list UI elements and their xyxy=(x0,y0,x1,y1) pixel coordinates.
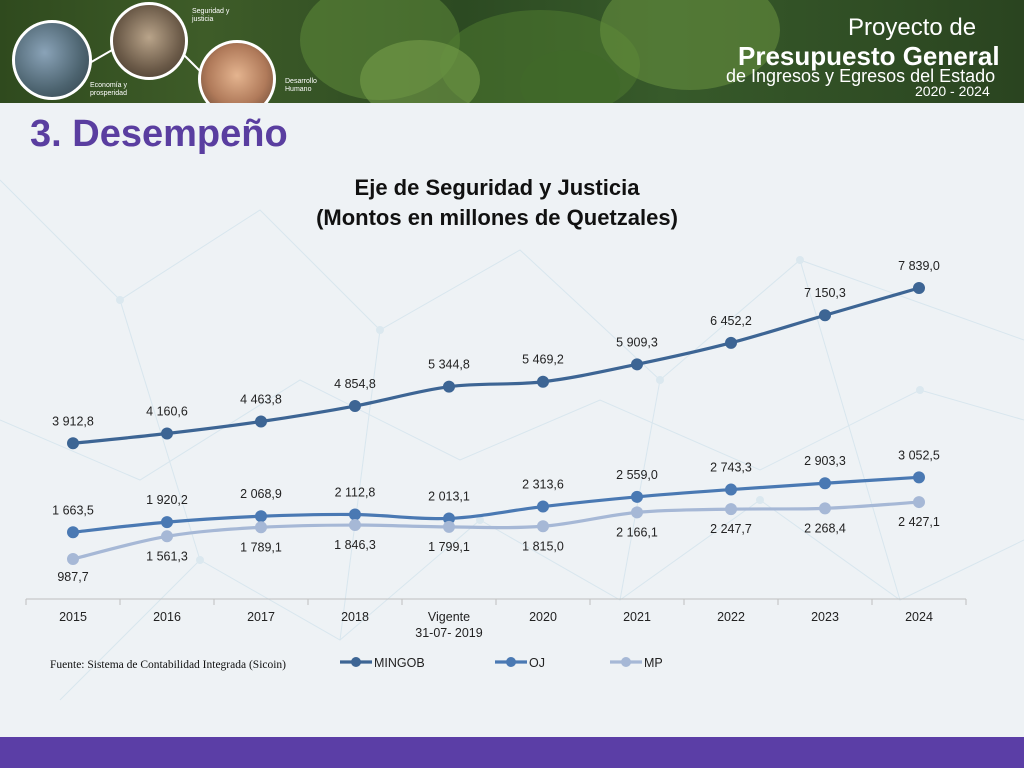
data-label-mp: 2 427,1 xyxy=(898,515,940,529)
road-photo-circle xyxy=(12,20,92,100)
bubble-label-economy: Economía y prosperidad xyxy=(90,82,127,97)
data-label-oj: 2 743,3 xyxy=(710,461,752,475)
footer-bar xyxy=(0,737,1024,768)
project-title-line2: Presupuesto General xyxy=(738,41,1000,71)
chart-subtitle: (Montos en millones de Quetzales) xyxy=(316,205,678,230)
data-label-oj: 2 112,8 xyxy=(335,485,376,499)
data-point-mp xyxy=(725,503,737,516)
data-point-mingob xyxy=(161,427,173,440)
data-label-mp: 1 815,0 xyxy=(522,539,564,553)
data-label-mingob: 5 344,8 xyxy=(428,358,470,372)
x-tick-label: 2021 xyxy=(623,610,651,624)
data-point-mingob xyxy=(913,282,925,294)
data-point-oj xyxy=(161,516,173,529)
data-label-mp: 1 789,1 xyxy=(240,540,282,554)
project-title-line3: de Ingresos y Egresos del Estado xyxy=(726,66,996,86)
legend-marker-mp xyxy=(621,657,631,667)
data-point-oj xyxy=(255,510,267,523)
data-label-mingob: 7 839,0 xyxy=(898,259,940,273)
bubble-label-security: Seguridad y justicia xyxy=(192,8,230,23)
data-point-mp xyxy=(349,519,361,532)
data-label-oj: 2 013,1 xyxy=(428,489,470,503)
data-point-mingob xyxy=(537,375,549,388)
data-label-mingob: 7 150,3 xyxy=(804,286,846,300)
data-label-oj: 1 663,5 xyxy=(52,503,94,517)
series-line-mingob xyxy=(72,286,920,445)
data-label-oj: 2 559,0 xyxy=(616,468,658,482)
data-point-oj xyxy=(349,508,361,521)
data-point-mp xyxy=(631,506,643,519)
data-point-mp xyxy=(161,530,173,543)
security-photo-circle xyxy=(110,2,188,80)
data-point-oj xyxy=(913,471,925,484)
data-label-mp: 2 166,1 xyxy=(616,525,658,539)
x-tick-label: 2022 xyxy=(717,610,745,624)
data-point-mp xyxy=(537,520,549,533)
data-label-oj: 2 068,9 xyxy=(240,487,282,501)
data-label-oj: 2 903,3 xyxy=(804,454,846,468)
data-point-oj xyxy=(819,477,831,490)
series-line-mp xyxy=(72,500,920,561)
data-point-oj xyxy=(631,490,643,503)
legend-label-mp: MP xyxy=(644,656,663,670)
x-tick-label: 2024 xyxy=(905,610,933,624)
data-label-oj: 3 052,5 xyxy=(898,448,940,462)
data-label-mingob: 3 912,8 xyxy=(52,414,94,428)
data-point-mp xyxy=(67,553,79,565)
x-tick-label: 2023 xyxy=(811,610,839,624)
legend-marker-mingob xyxy=(351,657,361,667)
data-point-mp xyxy=(913,496,925,509)
data-label-mingob: 4 463,8 xyxy=(240,393,282,407)
data-label-oj: 1 920,2 xyxy=(146,493,188,507)
legend-label-oj: OJ xyxy=(529,656,545,670)
data-point-mp xyxy=(255,521,267,534)
x-tick-label: 2015 xyxy=(59,610,87,624)
data-point-mingob xyxy=(349,400,361,413)
source-note: Fuente: Sistema de Contabilidad Integrad… xyxy=(50,659,287,671)
data-point-mingob xyxy=(67,437,79,450)
data-point-mingob xyxy=(255,415,267,428)
x-tick-label: 2020 xyxy=(529,610,557,624)
data-label-mp: 1 846,3 xyxy=(334,538,376,552)
slide-title: 3. Desempeño xyxy=(30,113,288,155)
data-point-oj xyxy=(537,500,549,513)
data-label-mingob: 5 909,3 xyxy=(616,335,658,349)
chart-title: Eje de Seguridad y Justicia xyxy=(354,175,640,200)
data-point-oj xyxy=(725,483,737,496)
data-label-mp: 1 799,1 xyxy=(428,540,470,554)
x-tick-label: 2016 xyxy=(153,610,181,624)
bubble-label-development: Desarrollo Humano xyxy=(285,78,317,93)
data-label-mingob: 4 854,8 xyxy=(334,377,376,391)
data-point-oj xyxy=(67,526,79,539)
data-label-mp: 2 268,4 xyxy=(804,521,846,535)
legend-label-mingob: MINGOB xyxy=(374,656,425,670)
header-banner: Seguridad y justicia Economía y prosperi… xyxy=(0,0,1024,103)
child-photo-circle xyxy=(198,40,276,103)
data-label-oj: 2 313,6 xyxy=(522,478,564,492)
data-point-mingob xyxy=(725,336,737,349)
legend-marker-oj xyxy=(506,657,516,667)
data-point-mingob xyxy=(631,358,643,371)
data-point-mp xyxy=(819,502,831,515)
data-label-mingob: 4 160,6 xyxy=(146,404,188,418)
x-tick-label: 2018 xyxy=(341,610,369,624)
data-point-mingob xyxy=(443,380,455,393)
data-point-mp xyxy=(443,520,455,533)
x-tick-label: 2017 xyxy=(247,610,275,624)
data-label-mp: 987,7 xyxy=(57,570,88,584)
project-title-line1: Proyecto de xyxy=(848,14,977,41)
data-label-mp: 1 561,3 xyxy=(146,549,188,563)
data-point-mingob xyxy=(819,309,831,322)
data-label-mingob: 6 452,2 xyxy=(710,314,752,328)
x-tick-label: Vigente 31-07- 2019 xyxy=(415,610,482,640)
data-label-mingob: 5 469,2 xyxy=(522,353,564,367)
data-label-mp: 2 247,7 xyxy=(710,522,752,536)
project-years: 2020 - 2024 xyxy=(915,83,990,99)
series-line-oj xyxy=(72,475,920,534)
